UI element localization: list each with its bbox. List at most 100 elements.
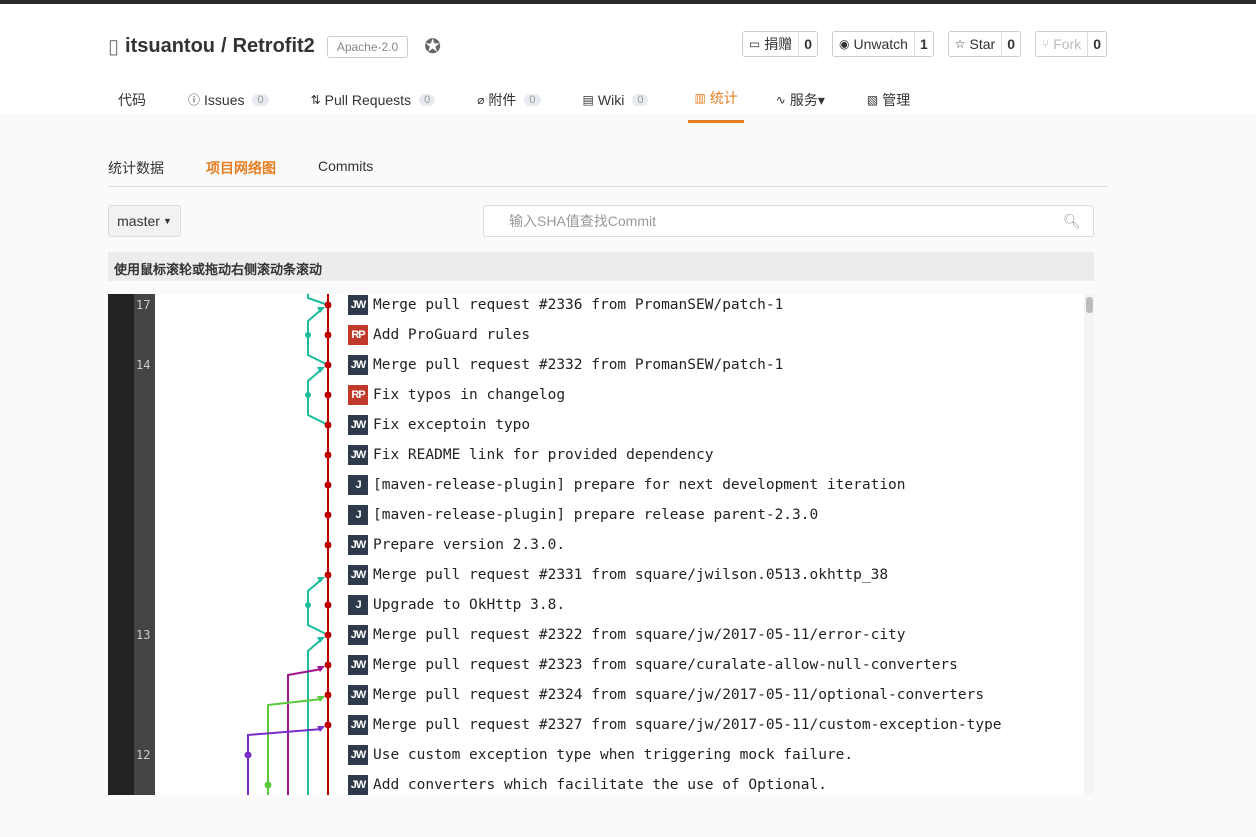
sha-search-input[interactable] [484, 213, 1063, 229]
commit-message[interactable]: Fix exceptoin typo [373, 417, 531, 433]
commit-row[interactable]: J Upgrade to OkHttp 3.8. [348, 595, 565, 615]
author-avatar: JW [348, 655, 368, 675]
commit-dot [244, 751, 252, 759]
action-label: Fork [1053, 36, 1082, 52]
author-avatar: JW [348, 745, 368, 765]
commit-row[interactable]: J [maven-release-plugin] prepare release … [348, 505, 818, 525]
caret-down-icon: ▼ [162, 216, 172, 226]
commit-row[interactable]: JW Merge pull request #2324 from square/j… [348, 685, 984, 705]
commit-message[interactable]: Merge pull request #2327 from square/jw/… [373, 717, 1002, 733]
donate-button[interactable]: ▭ 捐赠 0 [741, 31, 818, 57]
commit-message[interactable]: Add converters which facilitate the use … [373, 777, 827, 793]
arrow-head [317, 696, 325, 702]
commit-row[interactable]: JW Merge pull request #2323 from square/c… [348, 655, 958, 675]
gutter [108, 294, 134, 795]
branch-line [307, 638, 323, 795]
commit-dot [324, 451, 332, 459]
commit-message[interactable]: Merge pull request #2332 from PromanSEW/… [373, 357, 784, 373]
search-icon[interactable]: 🔍︎ [1063, 212, 1081, 229]
commit-message[interactable]: Merge pull request #2322 from square/jw/… [373, 627, 906, 643]
commit-message[interactable]: Merge pull request #2331 from square/jwi… [373, 567, 889, 583]
branch-name: master [117, 213, 160, 229]
commit-message[interactable]: Merge pull request #2336 from PromanSEW/… [373, 297, 784, 313]
arrow-head [317, 577, 325, 583]
branch-line [307, 578, 329, 636]
author-avatar: J [348, 595, 368, 615]
commit-dot [305, 602, 311, 608]
star-button[interactable]: ☆ Star 0 [947, 31, 1021, 57]
commit-message[interactable]: Add ProGuard rules [373, 327, 531, 343]
author-avatar: JW [348, 445, 368, 465]
commit-row[interactable]: JW Add converters which facilitate the us… [348, 775, 827, 795]
repo-title: ▯ itsuantou / Retrofit2 Apache-2.0 ✪ [108, 34, 441, 59]
commit-row[interactable]: JW Use custom exception type when trigger… [348, 745, 853, 765]
unwatch-button[interactable]: ◉ Unwatch 1 [832, 31, 934, 57]
nav-tab-1[interactable]: ⓘ Issues 0 [186, 78, 271, 123]
commit-row[interactable]: JW Fix README link for provided dependenc… [348, 445, 713, 465]
commit-message[interactable]: Fix README link for provided dependency [373, 447, 714, 463]
nav-count: 0 [252, 93, 269, 106]
commit-message[interactable]: Merge pull request #2323 from square/cur… [373, 657, 958, 673]
scrollbar-thumb[interactable] [1086, 297, 1093, 313]
action-count[interactable]: 0 [804, 36, 812, 52]
repo-owner-link[interactable]: itsuantou [125, 35, 216, 57]
branch-line [307, 368, 329, 426]
commit-dot [264, 781, 272, 789]
action-count[interactable]: 0 [1007, 36, 1015, 52]
nav-icon: ⇅ [310, 92, 321, 107]
nav-count: 0 [524, 93, 541, 106]
commit-message[interactable]: Prepare version 2.3.0. [373, 537, 566, 553]
commit-dot [305, 332, 311, 338]
commit-row[interactable]: RP Fix typos in changelog [348, 385, 565, 405]
nav-tab-6[interactable]: ∿ 服务▾ [774, 78, 827, 123]
scroll-hint: 使用鼠标滚轮或拖动右侧滚动条滚动 [108, 252, 1094, 281]
commit-row[interactable]: JW Merge pull request #2327 from square/j… [348, 715, 1002, 735]
action-count[interactable]: 1 [919, 36, 928, 52]
commit-dot [324, 391, 332, 399]
commit-row[interactable]: JW Merge pull request #2336 from PromanSE… [348, 295, 783, 315]
author-avatar: J [348, 475, 368, 495]
network-graph[interactable]: JW Merge pull request #2336 from PromanSE… [108, 294, 1094, 795]
commit-row[interactable]: JW Merge pull request #2332 from PromanSE… [348, 355, 783, 375]
commit-message[interactable]: Fix typos in changelog [373, 387, 566, 403]
nav-label: 附件 [488, 91, 517, 108]
nav-tab-5[interactable]: ▥ 统计 [688, 78, 744, 123]
commit-message[interactable]: [maven-release-plugin] prepare for next … [373, 477, 906, 493]
subtab-2[interactable]: Commits [318, 158, 374, 174]
commit-message[interactable]: [maven-release-plugin] prepare release p… [373, 507, 819, 523]
top-bar [0, 0, 1256, 4]
fork-button[interactable]: ⑂ Fork 0 [1035, 31, 1107, 57]
nav-tab-0[interactable]: 代码 [112, 78, 148, 123]
commit-row[interactable]: JW Merge pull request #2331 from square/j… [348, 565, 888, 585]
nav-tab-7[interactable]: ▧ 管理 [865, 78, 912, 123]
commit-dot [324, 421, 332, 429]
nav-tab-2[interactable]: ⇅ Pull Requests 0 [309, 78, 438, 123]
repo-name-link[interactable]: Retrofit2 [232, 35, 315, 57]
stats-subtabs: 统计数据 项目网络图 Commits [108, 152, 1108, 187]
scrollbar[interactable] [1084, 294, 1094, 795]
license-badge[interactable]: Apache-2.0 [326, 35, 409, 58]
author-avatar: JW [348, 775, 368, 795]
nav-label: Wiki [597, 91, 625, 108]
commit-row[interactable]: J [maven-release-plugin] prepare for next… [348, 475, 906, 495]
commit-message[interactable]: Upgrade to OkHttp 3.8. [373, 597, 566, 613]
author-avatar: JW [348, 415, 368, 435]
arrow-head [317, 666, 325, 672]
commit-row[interactable]: JW Merge pull request #2322 from square/j… [348, 625, 906, 645]
subtab-0[interactable]: 统计数据 [108, 160, 164, 176]
nav-tab-4[interactable]: ▤ Wiki 0 [581, 78, 651, 123]
action-count[interactable]: 0 [1093, 36, 1101, 52]
nav-icon: ▧ [866, 92, 879, 107]
commit-message[interactable]: Merge pull request #2324 from square/jw/… [373, 687, 985, 703]
arrow-head [317, 367, 325, 373]
commit-row[interactable]: RP Add ProGuard rules [348, 325, 530, 345]
commit-row[interactable]: JW Fix exceptoin typo [348, 415, 530, 435]
nav-tab-3[interactable]: ⌀ 附件 0 [475, 78, 542, 123]
commit-dot [324, 631, 332, 639]
commit-row[interactable]: JW Prepare version 2.3.0. [348, 535, 565, 555]
subtab-1[interactable]: 项目网络图 [206, 160, 276, 176]
branch-selector[interactable]: master ▼ [108, 205, 181, 237]
commit-message[interactable]: Use custom exception type when triggerin… [373, 747, 854, 763]
repo-nav: 代码 ⓘ Issues 0 ⇅ Pull Requests 0 ⌀ 附件 0 ▤ Wiki 0 ▥ 统计 ∿ 服… [112, 78, 950, 123]
nav-label: 代码 [118, 91, 146, 108]
